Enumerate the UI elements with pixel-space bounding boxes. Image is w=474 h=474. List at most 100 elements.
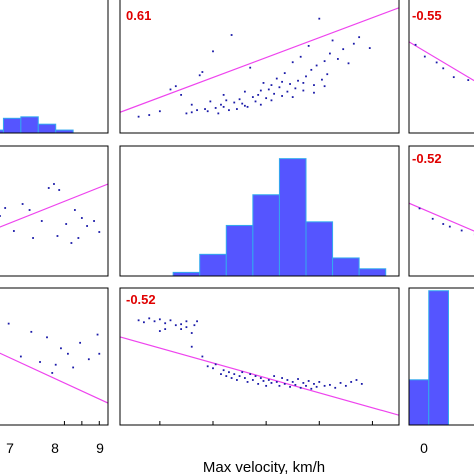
data-point bbox=[158, 110, 161, 113]
data-point bbox=[243, 104, 246, 107]
data-point bbox=[291, 381, 294, 383]
data-point bbox=[278, 86, 281, 89]
data-point bbox=[336, 58, 339, 60]
data-point bbox=[294, 383, 297, 386]
data-point bbox=[267, 88, 270, 91]
data-point bbox=[299, 55, 302, 58]
data-point bbox=[236, 108, 238, 110]
panel-frame bbox=[0, 145, 109, 277]
data-point bbox=[225, 99, 228, 102]
panel-frame bbox=[0, 0, 109, 134]
data-point bbox=[206, 365, 209, 368]
data-point bbox=[323, 60, 326, 63]
data-point bbox=[72, 366, 75, 369]
data-point bbox=[53, 183, 55, 185]
data-point bbox=[275, 381, 278, 383]
data-point bbox=[190, 103, 193, 106]
data-point bbox=[201, 71, 204, 73]
data-point bbox=[180, 93, 183, 96]
data-point bbox=[65, 223, 68, 225]
data-point bbox=[334, 386, 337, 389]
data-point bbox=[294, 87, 297, 90]
panel-middle-right bbox=[409, 202, 474, 236]
data-point bbox=[323, 384, 326, 387]
data-point bbox=[212, 50, 214, 53]
data-point bbox=[344, 384, 347, 387]
data-point bbox=[180, 323, 183, 326]
data-point bbox=[246, 105, 249, 108]
data-point bbox=[190, 111, 193, 114]
panel-top-right bbox=[409, 41, 474, 82]
data-point bbox=[278, 384, 281, 387]
data-point bbox=[12, 230, 15, 232]
regression-line bbox=[120, 336, 399, 416]
data-point bbox=[257, 383, 260, 385]
panel-frame bbox=[119, 145, 400, 277]
data-point bbox=[281, 95, 283, 97]
data-point bbox=[198, 74, 201, 77]
x-tick-label: 8 bbox=[51, 440, 59, 456]
data-point bbox=[262, 380, 265, 382]
data-point bbox=[230, 377, 233, 379]
data-point bbox=[442, 223, 445, 225]
panel-top-left bbox=[0, 116, 74, 133]
panel-middle-left bbox=[0, 183, 108, 244]
data-point bbox=[98, 352, 101, 355]
data-point bbox=[47, 187, 50, 189]
data-point bbox=[302, 89, 305, 92]
data-point bbox=[217, 112, 220, 115]
panel-bottom-middle bbox=[120, 317, 399, 416]
data-point bbox=[214, 107, 217, 109]
data-point bbox=[4, 207, 7, 209]
data-point bbox=[190, 332, 193, 334]
data-point bbox=[270, 84, 273, 86]
coefficient-label: -0.52 bbox=[412, 151, 442, 166]
data-point bbox=[302, 82, 305, 84]
data-point bbox=[0, 215, 1, 217]
data-point bbox=[342, 48, 345, 51]
data-point bbox=[98, 231, 101, 233]
data-point bbox=[39, 361, 41, 363]
data-point bbox=[190, 345, 193, 348]
histogram-bar bbox=[332, 257, 360, 276]
data-point bbox=[19, 355, 22, 358]
histogram-bar bbox=[20, 116, 39, 133]
data-point bbox=[329, 383, 331, 386]
data-point bbox=[87, 358, 90, 361]
histogram-bar bbox=[172, 271, 201, 276]
data-point bbox=[238, 98, 241, 101]
data-point bbox=[318, 17, 321, 20]
data-point bbox=[270, 382, 273, 384]
histogram-bar bbox=[199, 253, 227, 276]
data-point bbox=[273, 92, 276, 95]
regression-line bbox=[0, 183, 108, 228]
panel-frame bbox=[119, 0, 400, 134]
coefficient-label: -0.52 bbox=[126, 292, 156, 307]
data-point bbox=[96, 333, 99, 336]
data-point bbox=[222, 369, 225, 372]
data-point bbox=[418, 207, 421, 210]
data-point bbox=[310, 387, 313, 390]
data-point bbox=[355, 379, 358, 381]
data-point bbox=[251, 96, 254, 98]
panel-bottom-left bbox=[0, 322, 108, 404]
data-point bbox=[185, 326, 188, 329]
data-point bbox=[283, 72, 286, 75]
data-point bbox=[32, 237, 34, 239]
data-point bbox=[196, 109, 198, 112]
data-point bbox=[286, 379, 289, 381]
data-point bbox=[196, 320, 198, 323]
data-point bbox=[329, 52, 331, 55]
data-point bbox=[286, 90, 289, 93]
data-point bbox=[164, 328, 167, 330]
data-point bbox=[435, 61, 438, 64]
data-point bbox=[230, 34, 233, 36]
data-point bbox=[305, 384, 307, 387]
data-point bbox=[265, 384, 268, 387]
data-point bbox=[21, 203, 24, 205]
data-point bbox=[241, 371, 244, 374]
regression-line bbox=[120, 7, 399, 113]
panel-frame bbox=[408, 0, 474, 134]
data-point bbox=[193, 324, 196, 327]
